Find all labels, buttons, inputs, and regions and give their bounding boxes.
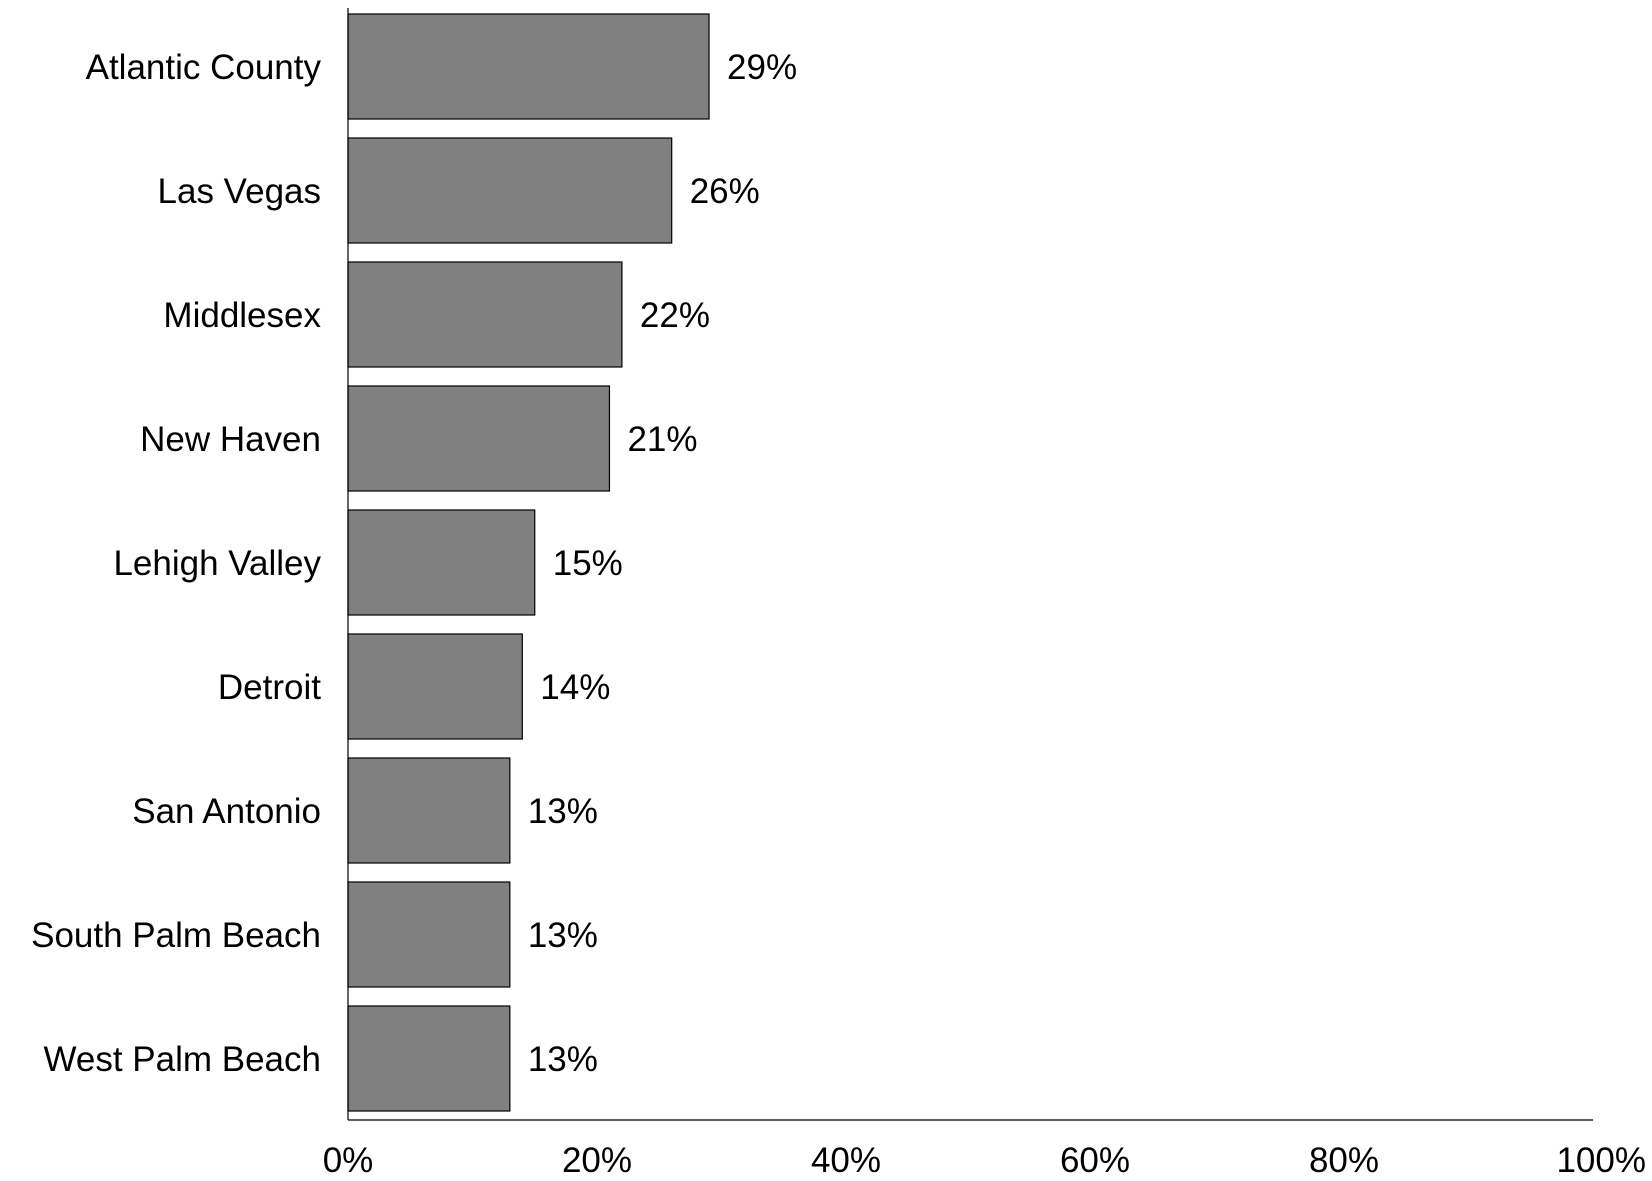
category-label-san-antonio: San Antonio bbox=[132, 792, 321, 831]
category-label-new-haven: New Haven bbox=[140, 420, 321, 459]
category-label-middlesex: Middlesex bbox=[163, 296, 321, 335]
x-tick-label-100: 100% bbox=[1556, 1141, 1646, 1176]
x-tick-label-80: 80% bbox=[1309, 1141, 1379, 1176]
bar-west-palm-beach bbox=[347, 1005, 511, 1112]
value-label-atlantic-county: 29% bbox=[727, 48, 797, 87]
x-tick-label-0: 0% bbox=[323, 1141, 374, 1176]
category-label-las-vegas: Las Vegas bbox=[158, 172, 321, 211]
bar-las-vegas bbox=[347, 137, 673, 244]
x-tick-label-20: 20% bbox=[562, 1141, 632, 1176]
category-label-lehigh-valley: Lehigh Valley bbox=[113, 544, 321, 583]
bar-lehigh-valley bbox=[347, 509, 536, 616]
bar-south-palm-beach bbox=[347, 881, 511, 988]
bar-detroit bbox=[347, 633, 523, 740]
value-label-west-palm-beach: 13% bbox=[528, 1040, 598, 1079]
x-tick-label-40: 40% bbox=[811, 1141, 881, 1176]
value-label-new-haven: 21% bbox=[627, 420, 697, 459]
bar-san-antonio bbox=[347, 757, 511, 864]
category-label-west-palm-beach: West Palm Beach bbox=[43, 1040, 321, 1079]
value-label-middlesex: 22% bbox=[640, 296, 710, 335]
value-label-lehigh-valley: 15% bbox=[553, 544, 623, 583]
labels-layer: Atlantic County 29% Las Vegas 26% Middlesex 2… bbox=[31, 48, 797, 1079]
bar-middlesex bbox=[347, 261, 623, 368]
x-tick-label-60: 60% bbox=[1060, 1141, 1130, 1176]
value-label-las-vegas: 26% bbox=[690, 172, 760, 211]
value-label-detroit: 14% bbox=[540, 668, 610, 707]
value-label-south-palm-beach: 13% bbox=[528, 916, 598, 955]
category-label-south-palm-beach: South Palm Beach bbox=[31, 916, 321, 955]
bar-new-haven bbox=[347, 385, 611, 492]
bars-layer bbox=[347, 13, 710, 1112]
axes-layer: 0% 20% 40% 60% 80% 100% bbox=[323, 8, 1646, 1180]
bar-atlantic-county bbox=[347, 13, 710, 120]
value-label-san-antonio: 13% bbox=[528, 792, 598, 831]
category-label-atlantic-county: Atlantic County bbox=[86, 48, 322, 87]
category-label-detroit: Detroit bbox=[218, 668, 321, 707]
